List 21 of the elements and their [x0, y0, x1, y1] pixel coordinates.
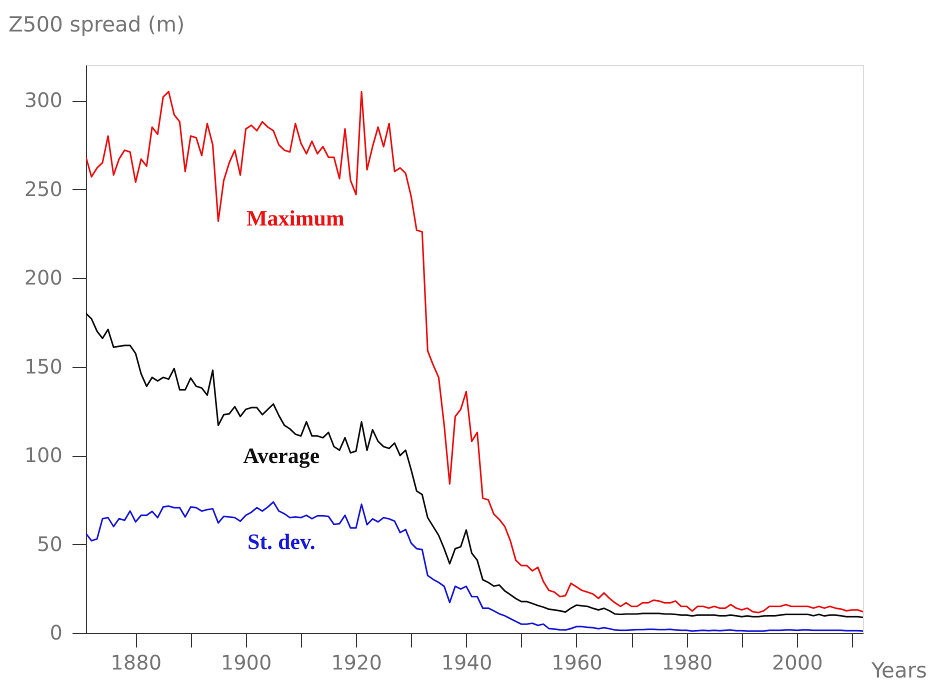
y-tick-label: 0: [50, 620, 62, 644]
y-axis-title: Z500 spread (m): [8, 12, 185, 36]
line-series: [86, 312, 863, 618]
x-tick-label: 1920: [331, 650, 382, 674]
y-tick-label: 250: [24, 176, 62, 201]
x-tick-label: 1980: [662, 650, 713, 674]
x-tick-label: 1880: [110, 650, 162, 674]
line-series: [86, 90, 863, 614]
x-axis-title: Years: [870, 658, 927, 682]
x-tick-label: 1900: [220, 650, 272, 674]
series-label: St. dev.: [247, 528, 316, 554]
y-tick-label: 50: [37, 532, 62, 556]
y-tick-label: 150: [24, 354, 62, 378]
series-label: Average: [243, 443, 320, 468]
y-tick-label: 200: [24, 266, 62, 290]
series-label: Maximum: [246, 206, 344, 231]
x-tick-label: 1960: [551, 650, 602, 674]
y-tick-label: 300: [24, 88, 62, 112]
x-tick-label: 2000: [772, 650, 823, 674]
x-tick-label: 1940: [441, 650, 492, 674]
y-tick-label: 100: [24, 443, 62, 467]
